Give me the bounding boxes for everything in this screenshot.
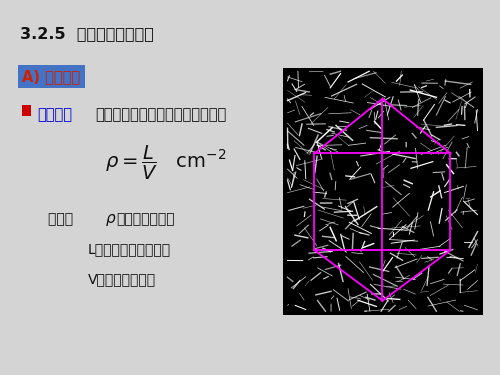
Bar: [22, 105, 30, 116]
Text: 3.2.5  位错的生成和增殖: 3.2.5 位错的生成和增殖: [20, 26, 154, 41]
Text: $\rho = \dfrac{L}{V}$   cm$^{-2}$: $\rho = \dfrac{L}{V}$ cm$^{-2}$: [105, 144, 226, 182]
Bar: [282, 68, 482, 315]
Text: A) 位错密度: A) 位错密度: [22, 69, 80, 84]
Text: 是体位错密度；: 是体位错密度；: [116, 212, 175, 226]
Text: V是晶体的体积。: V是晶体的体积。: [88, 272, 156, 286]
Text: 位错密度: 位错密度: [38, 107, 72, 122]
Text: $\rho$: $\rho$: [105, 212, 117, 228]
Text: 式中：: 式中：: [48, 212, 82, 226]
Text: 是指单位体积内位错线的总长度。: 是指单位体积内位错线的总长度。: [95, 107, 226, 122]
Text: L是位错线的总长度；: L是位错线的总长度；: [88, 242, 170, 256]
